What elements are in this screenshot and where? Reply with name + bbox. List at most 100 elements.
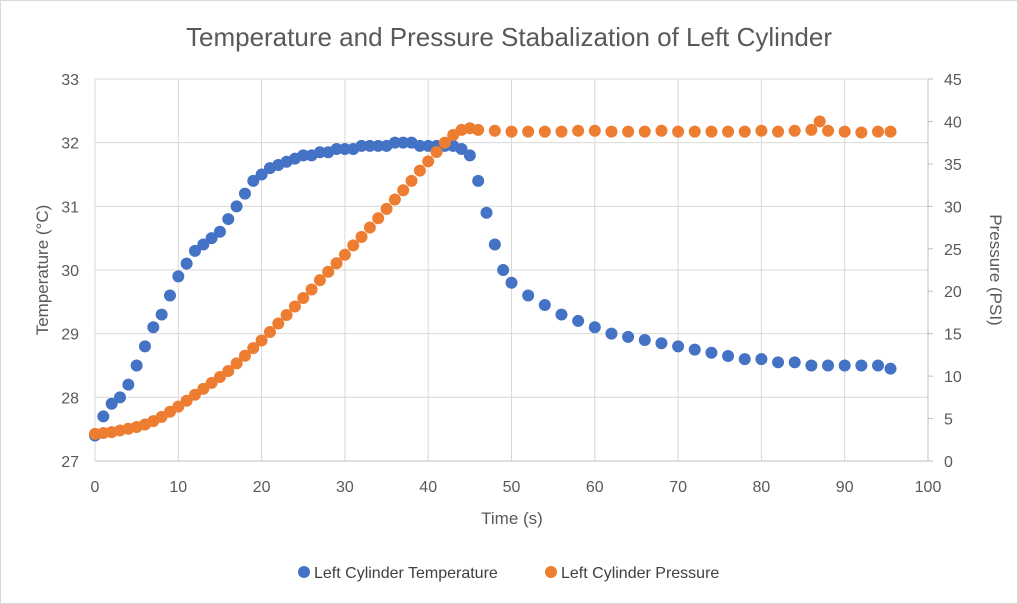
data-point-pressure [522,125,535,138]
data-point-temperature [355,139,368,152]
data-point-pressure [738,125,751,138]
data-point-pressure [205,376,218,389]
right-y-axis-ticks: 0 5 10 15 20 25 30 35 40 45 [944,72,962,471]
data-point-temperature [172,270,185,283]
data-point-temperature [197,238,210,251]
data-point-pressure [222,365,235,378]
data-point-pressure [188,388,201,401]
data-point-pressure [230,357,243,370]
data-point-temperature [422,139,435,152]
data-point-temperature [313,146,326,159]
data-point-temperature [122,378,135,391]
data-point-pressure [388,193,401,206]
x-tick-label: 80 [753,479,771,496]
data-point-temperature [105,397,118,410]
x-axis-ticks: 0 10 20 30 40 50 60 70 80 90 100 [91,479,942,496]
data-point-pressure [280,308,293,321]
data-point-temperature [855,359,868,372]
y-tick-label: 31 [61,199,79,216]
data-point-temperature [722,349,735,362]
data-point-temperature [672,340,685,353]
data-point-pressure [788,124,801,137]
data-point-pressure [255,334,268,347]
data-point-pressure [305,283,318,296]
data-point-temperature [638,334,651,347]
y2-tick-label: 0 [944,454,953,471]
data-point-pressure [213,370,226,383]
data-point-temperature [688,343,701,356]
data-point-temperature [884,362,897,375]
data-point-pressure [330,257,343,270]
data-point-temperature [497,264,510,276]
data-point-pressure [172,400,185,413]
data-point-pressure [247,342,260,355]
data-point-pressure [363,221,376,234]
x-tick-label: 70 [669,479,687,496]
data-point-pressure [872,125,885,138]
data-point-pressure [488,124,501,137]
data-point-pressure [438,136,451,149]
data-point-temperature [522,289,535,302]
data-point-pressure [338,248,351,261]
data-point-pressure [430,146,443,159]
data-point-pressure [655,124,668,137]
data-point-pressure [263,325,276,338]
data-point-temperature [147,321,160,334]
y2-tick-label: 30 [944,199,962,216]
legend-label-pressure: Left Cylinder Pressure [561,565,719,582]
y2-tick-label: 40 [944,114,962,131]
axes [95,78,933,462]
data-point-pressure [422,155,435,168]
data-point-pressure [238,349,251,362]
data-point-pressure [413,164,426,177]
data-point-pressure [638,125,651,138]
data-point-pressure [272,317,285,330]
chart-title: Temperature and Pressure Stabalization o… [186,22,832,52]
data-point-pressure [622,125,635,138]
legend-marker-pressure [545,566,557,578]
data-point-temperature [180,257,193,270]
data-point-pressure [805,123,818,136]
data-point-temperature [238,187,251,200]
data-point-pressure [313,274,326,287]
data-point-temperature [622,330,635,343]
data-point-temperature [538,299,551,312]
data-point-temperature [488,238,501,251]
data-point-pressure [538,125,551,138]
data-point-temperature [247,174,260,187]
data-point-pressure [822,124,835,137]
data-point-pressure [572,124,585,137]
data-point-pressure [555,125,568,138]
data-point-temperature [338,143,351,156]
data-point-temperature [130,359,143,372]
data-point-pressure [705,125,718,138]
y2-tick-label: 10 [944,369,962,386]
data-point-pressure [605,125,618,138]
data-point-temperature [113,391,126,404]
y2-axis-title: Pressure (PSI) [986,214,1005,325]
y-tick-label: 33 [61,72,79,89]
x-tick-label: 100 [915,479,942,496]
data-point-pressure [472,123,485,136]
data-point-temperature [163,289,176,302]
data-point-temperature [230,200,243,213]
data-point-temperature [772,356,785,369]
data-point-pressure [772,125,785,138]
data-point-temperature [413,139,426,152]
data-point-temperature [455,143,468,156]
x-axis-title: Time (s) [481,509,543,528]
data-point-pressure [380,202,393,215]
y-tick-label: 27 [61,454,79,471]
data-point-pressure [884,125,897,138]
series-pressure [89,115,897,440]
x-tick-label: 20 [253,479,271,496]
x-tick-label: 40 [419,479,437,496]
data-point-pressure [755,124,768,137]
data-point-temperature [655,337,668,350]
data-point-temperature [363,139,376,152]
data-point-temperature [822,359,835,372]
data-point-pressure [813,115,826,128]
data-point-pressure [505,125,518,138]
data-point-temperature [397,136,410,149]
y2-tick-label: 20 [944,284,962,301]
